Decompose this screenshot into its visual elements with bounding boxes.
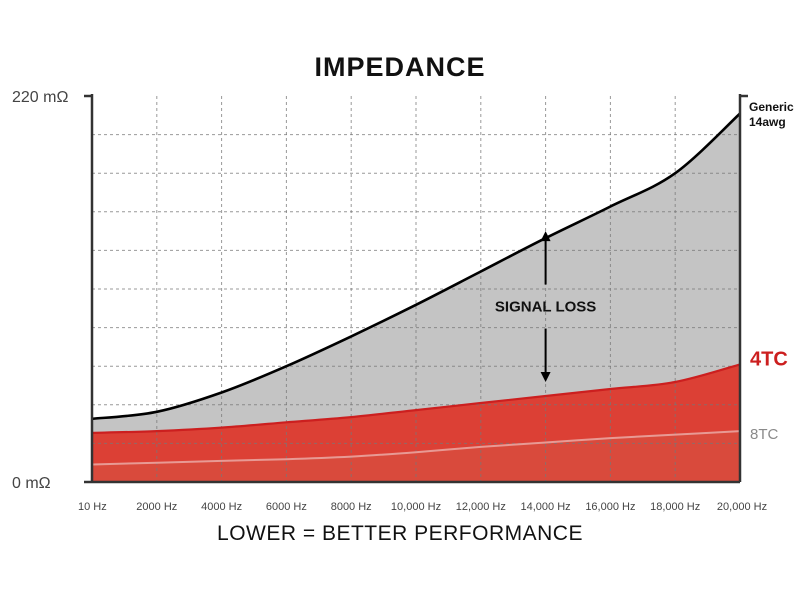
x-tick-label: 18,000 Hz xyxy=(650,501,700,513)
x-tick-label: 10,000 Hz xyxy=(391,501,441,513)
x-tick-label: 4000 Hz xyxy=(201,501,242,513)
x-tick-label: 10 Hz xyxy=(78,501,107,513)
x-tick-label: 20,000 Hz xyxy=(717,501,767,513)
x-tick-label: 14,000 Hz xyxy=(521,501,571,513)
series-label-generic-14awg-line2: 14awg xyxy=(749,115,786,129)
x-axis-label: LOWER = BETTER PERFORMANCE xyxy=(217,522,583,545)
arrow-head-down xyxy=(540,371,551,382)
chart-title: IMPEDANCE xyxy=(314,52,486,82)
series-area-generic xyxy=(92,113,740,482)
signal-loss-label: SIGNAL LOSS xyxy=(495,299,596,316)
x-tick-label: 8000 Hz xyxy=(331,501,372,513)
y-tick-label: 0 mΩ xyxy=(12,475,51,492)
series-line-generic xyxy=(92,112,741,421)
x-tick-label: 12,000 Hz xyxy=(456,501,506,513)
series-line-8tc xyxy=(92,430,741,466)
series-label-4tc: 4TC xyxy=(750,348,788,370)
series-line-4tc xyxy=(92,363,741,434)
series-label-generic-14awg: Generic xyxy=(749,100,794,114)
arrow-head-up xyxy=(540,231,551,242)
y-tick-label: 220 mΩ xyxy=(12,89,68,106)
x-tick-label: 16,000 Hz xyxy=(585,501,635,513)
series-label-8tc: 8TC xyxy=(750,426,779,443)
x-tick-label: 2000 Hz xyxy=(136,501,177,513)
x-tick-label: 6000 Hz xyxy=(266,501,307,513)
